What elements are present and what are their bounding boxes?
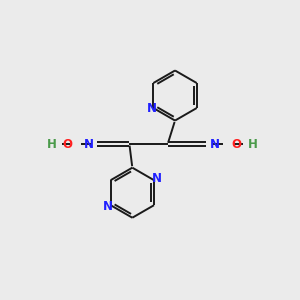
Text: O: O	[63, 138, 73, 151]
Text: N: N	[152, 172, 162, 185]
Text: N: N	[147, 101, 157, 115]
Text: N: N	[103, 200, 113, 213]
Text: O: O	[231, 138, 241, 151]
Text: N: N	[209, 138, 220, 151]
Text: H: H	[47, 138, 57, 151]
Text: N: N	[83, 138, 94, 151]
Text: H: H	[248, 138, 258, 151]
